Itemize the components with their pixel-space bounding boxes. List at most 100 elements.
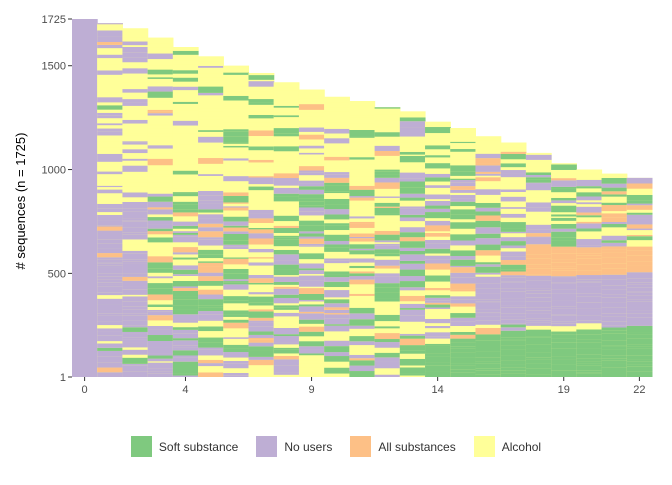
sequence-bar — [97, 313, 123, 316]
sequence-bar — [172, 361, 199, 368]
sequence-bar — [399, 193, 426, 198]
sequence-bar — [525, 307, 552, 311]
sequence-bar — [374, 197, 401, 203]
sequence-bar — [198, 231, 224, 238]
sequence-bar — [97, 64, 123, 71]
sequence-bar — [273, 96, 300, 101]
sequence-bar — [147, 300, 174, 305]
y-axis-label: # sequences (n = 1725) — [13, 133, 28, 270]
sequence-bar — [324, 182, 350, 186]
sequence-bar — [172, 231, 199, 233]
sequence-bar — [147, 209, 174, 215]
sequence-bar — [147, 217, 174, 221]
sequence-bar — [273, 180, 300, 186]
sequence-bar — [147, 153, 174, 159]
sequence-bar — [576, 279, 603, 282]
sequence-bar — [425, 325, 451, 329]
sequence-bar — [223, 253, 250, 258]
x-tick-label: 0 — [82, 384, 88, 396]
sequence-bar — [551, 216, 577, 218]
sequence-bar — [172, 60, 199, 65]
sequence-bar — [273, 221, 300, 226]
sequence-bar — [450, 321, 476, 326]
sequence-bar — [626, 366, 653, 372]
sequence-bar — [172, 49, 199, 51]
sequence-bar — [601, 242, 628, 247]
sequence-bar — [525, 229, 552, 234]
sequence-bar — [273, 235, 300, 238]
sequence-bar — [298, 372, 325, 377]
sequence-bar — [626, 299, 653, 302]
sequence-bar — [425, 225, 451, 232]
sequence-bar — [97, 199, 123, 204]
sequence-bar — [273, 161, 300, 167]
sequence-bar — [626, 291, 653, 293]
sequence-bar — [525, 297, 552, 302]
sequence-bar — [349, 254, 376, 259]
sequence-bar — [525, 183, 552, 191]
sequence-bar — [122, 182, 149, 187]
sequence-bar — [273, 264, 300, 270]
sequence-bar — [198, 61, 224, 64]
sequence-bar — [172, 340, 199, 346]
sequence-bar — [374, 227, 401, 231]
sequence-bar — [223, 363, 250, 369]
sequence-bar — [525, 325, 552, 330]
sequence-bar — [223, 372, 250, 376]
sequence-bar — [172, 183, 199, 189]
sequence-bar — [626, 338, 653, 345]
sequence-bar — [374, 245, 401, 250]
sequence-bar — [324, 293, 350, 298]
sequence-bar — [298, 288, 325, 294]
sequence-bar — [298, 268, 325, 271]
sequence-bar — [97, 42, 123, 45]
sequence-bar — [248, 311, 275, 318]
sequence-bar — [626, 332, 653, 335]
sequence-bar — [576, 239, 603, 246]
sequence-bar — [475, 211, 502, 216]
sequence-bar — [601, 367, 628, 372]
sequence-bar — [551, 249, 577, 254]
sequence-bar — [273, 157, 300, 162]
sequence-bar — [248, 203, 275, 210]
sequence-bar — [626, 250, 653, 256]
sequence-bar — [601, 321, 628, 326]
sequence-bar — [273, 225, 300, 228]
sequence-bar — [147, 59, 174, 61]
sequence-bar — [198, 214, 224, 219]
sequence-bar — [349, 276, 376, 280]
sequence-bar — [475, 202, 502, 208]
sequence-bar — [399, 375, 426, 377]
sequence-bar — [500, 307, 527, 314]
sequence-bar — [223, 143, 250, 146]
sequence-bar — [576, 281, 603, 283]
sequence-bar — [147, 124, 174, 126]
sequence-bar — [374, 357, 401, 362]
sequence-bar — [475, 146, 502, 149]
sequence-bar — [97, 362, 123, 368]
sequence-bar — [551, 223, 577, 229]
sequence-bar — [601, 240, 628, 243]
sequence-bar — [248, 270, 275, 273]
sequence-bar — [172, 287, 199, 291]
sequence-bar — [576, 206, 603, 213]
sequence-bar — [450, 175, 476, 179]
sequence-bar — [475, 374, 502, 377]
sequence-bar — [324, 251, 350, 259]
sequence-bar — [576, 178, 603, 180]
sequence-bar — [601, 227, 628, 234]
sequence-bar — [298, 349, 325, 354]
sequence-bar — [198, 104, 224, 109]
sequence-bar — [122, 105, 149, 110]
sequence-bar — [551, 178, 577, 181]
sequence-bar — [551, 237, 577, 241]
sequence-bar — [198, 254, 224, 259]
sequence-bar — [601, 349, 628, 356]
sequence-bar — [399, 181, 426, 188]
sequence-bar — [147, 148, 174, 154]
sequence-bar — [374, 136, 401, 141]
sequence-bar — [475, 173, 502, 176]
sequence-bar — [500, 196, 527, 202]
sequence-bar — [425, 236, 451, 240]
sequence-bar — [248, 331, 275, 335]
